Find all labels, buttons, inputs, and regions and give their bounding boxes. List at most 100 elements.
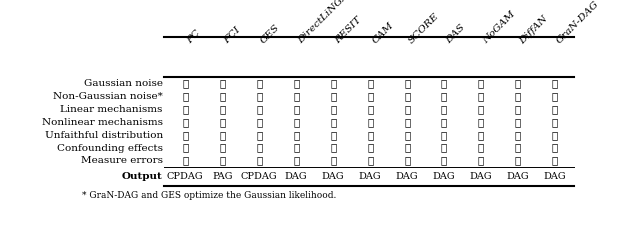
Text: ✓: ✓ — [330, 131, 336, 140]
Text: ✗: ✗ — [441, 156, 447, 165]
Text: Measure errors: Measure errors — [81, 156, 163, 165]
Text: ✓: ✓ — [404, 118, 410, 127]
Text: ✓: ✓ — [441, 79, 447, 88]
Text: ✓: ✓ — [182, 105, 188, 114]
Text: ✓: ✓ — [219, 143, 225, 152]
Text: ✗: ✗ — [515, 143, 521, 152]
Text: ✗: ✗ — [478, 105, 484, 114]
Text: ✓: ✓ — [478, 79, 484, 88]
Text: ✓: ✓ — [404, 79, 410, 88]
Text: ✓: ✓ — [552, 79, 558, 88]
Text: ✗: ✗ — [293, 143, 300, 152]
Text: ✓: ✓ — [256, 105, 262, 114]
Text: ✗: ✗ — [478, 156, 484, 165]
Text: ✗: ✗ — [515, 156, 521, 165]
Text: ✗: ✗ — [441, 143, 447, 152]
Text: ✓: ✓ — [367, 79, 373, 88]
Text: PC: PC — [186, 29, 202, 46]
Text: Nonlinear mechanisms: Nonlinear mechanisms — [42, 118, 163, 127]
Text: CAM: CAM — [370, 21, 395, 46]
Text: ✗: ✗ — [256, 92, 262, 101]
Text: ✓: ✓ — [330, 92, 336, 101]
Text: ✓: ✓ — [515, 79, 521, 88]
Text: ✓: ✓ — [367, 118, 373, 127]
Text: GES: GES — [259, 23, 282, 46]
Text: GraN-DAG: GraN-DAG — [555, 0, 601, 46]
Text: ✓: ✓ — [293, 92, 300, 101]
Text: DAG: DAG — [285, 172, 308, 181]
Text: ✗: ✗ — [330, 105, 336, 114]
Text: ✗: ✗ — [330, 156, 336, 165]
Text: ✗: ✗ — [182, 143, 188, 152]
Text: ✗: ✗ — [219, 156, 225, 165]
Text: ✓: ✓ — [441, 131, 447, 140]
Text: ✗: ✗ — [182, 131, 188, 140]
Text: CPDAG: CPDAG — [167, 172, 204, 181]
Text: ✓: ✓ — [367, 131, 373, 140]
Text: DAG: DAG — [470, 172, 492, 181]
Text: ✗: ✗ — [293, 156, 300, 165]
Text: ✗: ✗ — [219, 131, 225, 140]
Text: PAG: PAG — [212, 172, 232, 181]
Text: DAG: DAG — [507, 172, 529, 181]
Text: DiffAN: DiffAN — [518, 14, 550, 46]
Text: ✗: ✗ — [367, 92, 373, 101]
Text: ✗: ✗ — [404, 156, 410, 165]
Text: ✓: ✓ — [182, 79, 188, 88]
Text: DAG: DAG — [396, 172, 419, 181]
Text: ✗: ✗ — [552, 156, 558, 165]
Text: ✗: ✗ — [478, 143, 484, 152]
Text: ✗: ✗ — [293, 118, 300, 127]
Text: ✓: ✓ — [256, 79, 262, 88]
Text: ✓: ✓ — [219, 92, 225, 101]
Text: ✗: ✗ — [404, 92, 410, 101]
Text: ✓: ✓ — [182, 118, 188, 127]
Text: ✓: ✓ — [182, 92, 188, 101]
Text: ✓: ✓ — [293, 131, 300, 140]
Text: ✗: ✗ — [256, 143, 262, 152]
Text: ✗: ✗ — [404, 105, 410, 114]
Text: ✓: ✓ — [515, 118, 521, 127]
Text: ✗: ✗ — [256, 156, 262, 165]
Text: NoGAM: NoGAM — [481, 10, 517, 46]
Text: DAG: DAG — [433, 172, 456, 181]
Text: Output: Output — [122, 172, 163, 181]
Text: ✓: ✓ — [219, 105, 225, 114]
Text: ✗: ✗ — [367, 105, 373, 114]
Text: DAG: DAG — [544, 172, 566, 181]
Text: ✓: ✓ — [256, 118, 262, 127]
Text: ✓: ✓ — [552, 131, 558, 140]
Text: ✗: ✗ — [441, 92, 447, 101]
Text: ✗: ✗ — [367, 143, 373, 152]
Text: * GraN-DAG and GES optimize the Gaussian likelihood.: * GraN-DAG and GES optimize the Gaussian… — [83, 191, 337, 200]
Text: ✗: ✗ — [552, 143, 558, 152]
Text: ✓: ✓ — [478, 131, 484, 140]
Text: ✓: ✓ — [219, 79, 225, 88]
Text: ✓: ✓ — [441, 118, 447, 127]
Text: ✗: ✗ — [441, 105, 447, 114]
Text: DAS: DAS — [444, 23, 467, 46]
Text: ✗: ✗ — [552, 92, 558, 101]
Text: ✗: ✗ — [515, 105, 521, 114]
Text: DAG: DAG — [322, 172, 344, 181]
Text: ✓: ✓ — [219, 118, 225, 127]
Text: Unfaithful distribution: Unfaithful distribution — [45, 131, 163, 140]
Text: ✗: ✗ — [515, 92, 521, 101]
Text: FCI: FCI — [222, 25, 243, 46]
Text: ✗: ✗ — [182, 156, 188, 165]
Text: ✓: ✓ — [478, 118, 484, 127]
Text: ✓: ✓ — [330, 118, 336, 127]
Text: ✗: ✗ — [404, 143, 410, 152]
Text: RESIT: RESIT — [333, 15, 364, 46]
Text: Gaussian noise: Gaussian noise — [84, 79, 163, 88]
Text: DAG: DAG — [359, 172, 381, 181]
Text: ✗: ✗ — [552, 105, 558, 114]
Text: Non-Gaussian noise*: Non-Gaussian noise* — [53, 92, 163, 101]
Text: ✗: ✗ — [293, 79, 300, 88]
Text: ✓: ✓ — [330, 79, 336, 88]
Text: ✓: ✓ — [552, 118, 558, 127]
Text: ✓: ✓ — [293, 105, 300, 114]
Text: ✗: ✗ — [256, 131, 262, 140]
Text: ✓: ✓ — [404, 131, 410, 140]
Text: ✗: ✗ — [330, 143, 336, 152]
